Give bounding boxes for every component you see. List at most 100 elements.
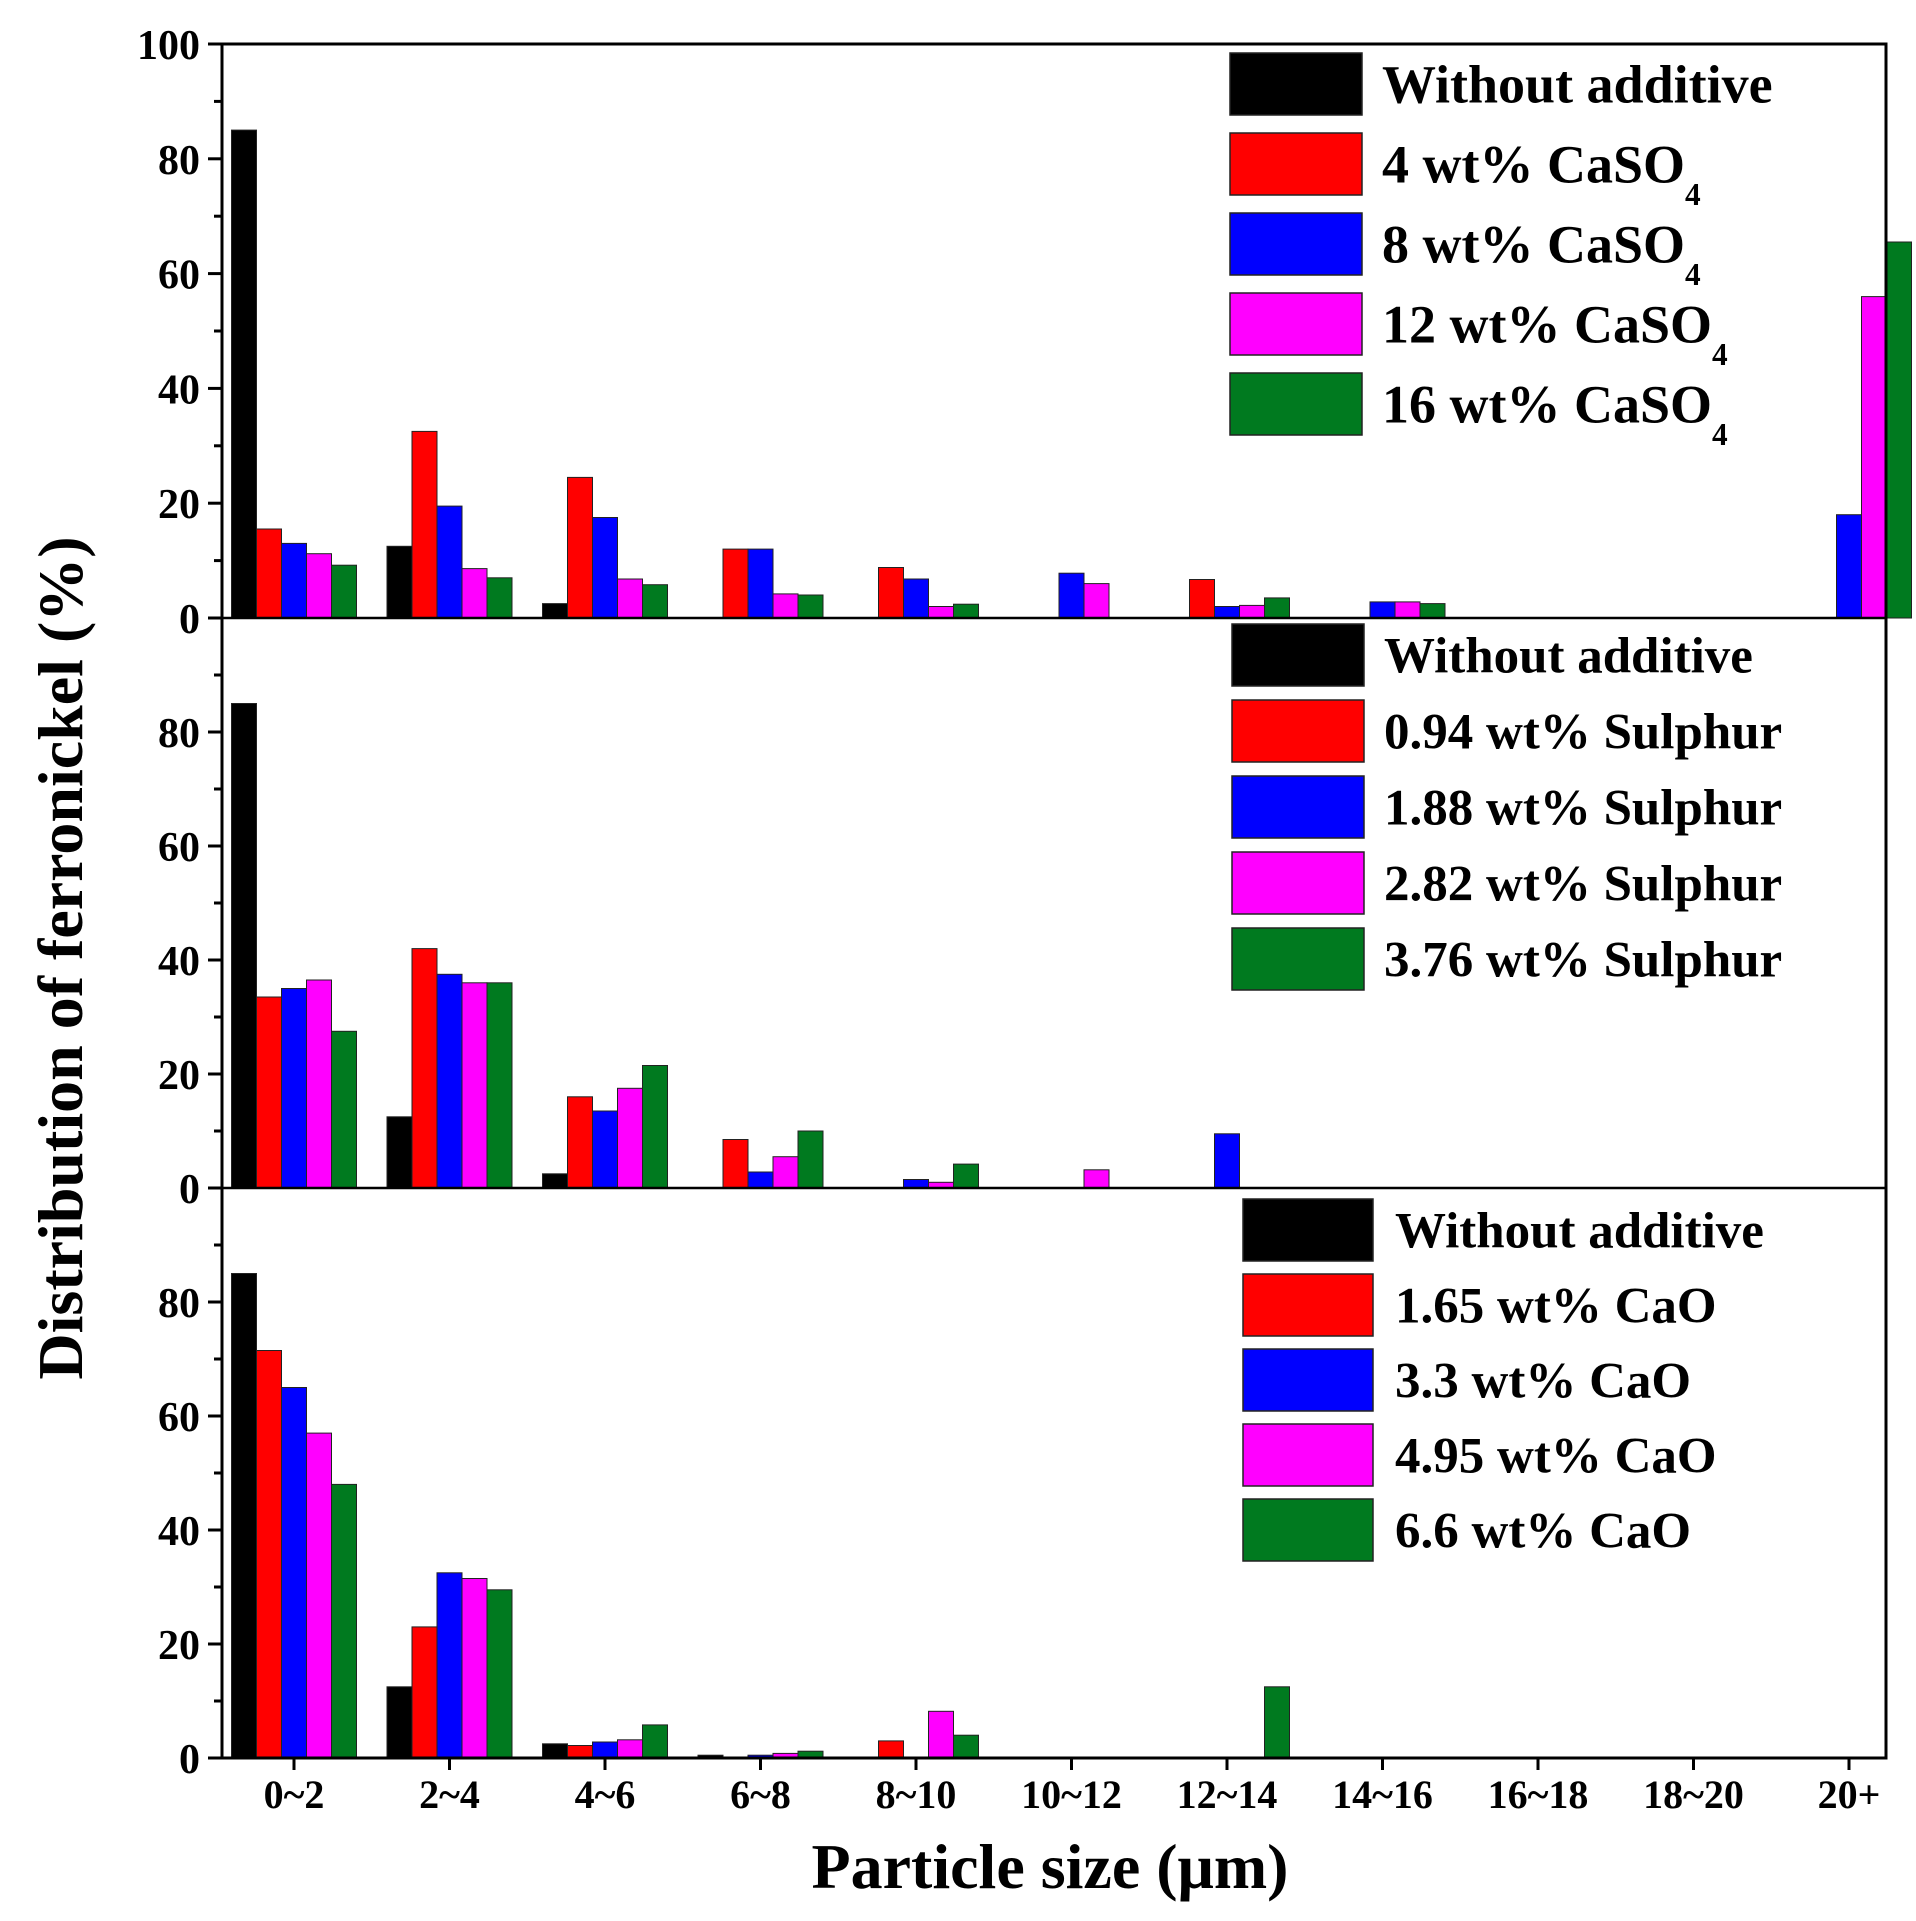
legend-swatch-sulphur-0 (1231, 623, 1365, 687)
y-tick-label-caso4-20: 20 (158, 482, 200, 528)
legend-swatch-cao-4 (1242, 1498, 1374, 1562)
bar-cao-s2-c2 (592, 1741, 618, 1759)
legend-swatch-cao-2 (1242, 1348, 1374, 1412)
bar-sulphur-s2-c1 (436, 973, 463, 1189)
legend-label-caso4-3: 12 wt% CaSO4 (1382, 294, 1728, 372)
bar-cao-s0-c2 (542, 1743, 568, 1759)
legend-label-subscript: 4 (1712, 337, 1728, 372)
x-tick-label-0: 0~2 (264, 1772, 325, 1817)
bar-caso4-s1-c4 (878, 567, 904, 619)
bar-caso4-s3-c7 (1394, 601, 1421, 619)
legend-label-main: 3.3 wt% CaO (1395, 1353, 1691, 1409)
legend-label-caso4-4: 16 wt% CaSO4 (1382, 374, 1728, 452)
bar-caso4-s2-c0 (281, 542, 307, 619)
bar-caso4-s2-c2 (592, 517, 618, 619)
legend-label-sulphur-4: 3.76 wt% Sulphur (1384, 932, 1782, 988)
bars-layer (231, 129, 1912, 1759)
bar-caso4-s0-c2 (542, 603, 568, 619)
bar-sulphur-s3-c1 (461, 982, 488, 1189)
legend-label-sulphur-2: 1.88 wt% Sulphur (1384, 780, 1782, 836)
bar-sulphur-s3-c3 (772, 1156, 799, 1189)
legend-swatch-caso4-3 (1229, 292, 1363, 356)
x-tick-label-10: 20+ (1818, 1772, 1881, 1817)
y-tick-label-caso4-40: 40 (158, 367, 200, 413)
bar-caso4-s2-c6 (1214, 606, 1240, 619)
legend-label-main: 0.94 wt% Sulphur (1384, 704, 1782, 760)
bar-caso4-s1-c0 (256, 528, 282, 619)
bar-sulphur-s1-c3 (722, 1139, 749, 1189)
bar-sulphur-s1-c1 (411, 948, 438, 1189)
legend-label-main: 12 wt% CaSO (1382, 294, 1712, 354)
y-tick-label-cao-80: 80 (158, 1281, 200, 1327)
plot-frame (220, 42, 1888, 1760)
legend-label-main: 16 wt% CaSO (1382, 374, 1712, 434)
legend-label-main: 1.88 wt% Sulphur (1384, 780, 1782, 836)
bar-caso4-s3-c1 (461, 568, 488, 619)
bar-sulphur-s2-c3 (747, 1171, 774, 1189)
legend-label-cao-4: 6.6 wt% CaO (1395, 1503, 1691, 1559)
bar-caso4-s3-c0 (306, 553, 332, 619)
bar-cao-s2-c0 (281, 1387, 307, 1759)
bar-caso4-s4-c2 (642, 584, 668, 619)
legend-label-cao-1: 1.65 wt% CaO (1395, 1278, 1717, 1334)
legend-swatch-sulphur-1 (1231, 699, 1365, 763)
bar-sulphur-s4-c0 (331, 1030, 357, 1189)
frame-layer (220, 42, 1888, 1760)
legend-label-cao-3: 4.95 wt% CaO (1395, 1428, 1717, 1484)
bar-caso4-s1-c6 (1189, 579, 1215, 619)
bar-cao-s1-c2 (567, 1745, 593, 1759)
bar-caso4-s1-c3 (722, 548, 749, 619)
bar-sulphur-s4-c2 (642, 1065, 668, 1189)
bar-sulphur-s4-c3 (797, 1130, 824, 1189)
bar-caso4-s3-c6 (1239, 604, 1265, 619)
bar-sulphur-s3-c0 (306, 979, 332, 1189)
bar-sulphur-s1-c0 (256, 996, 282, 1189)
bar-cao-s3-c4 (928, 1710, 954, 1759)
bar-cao-s4-c0 (331, 1483, 357, 1759)
bar-cao-s0-c0 (231, 1273, 257, 1759)
y-tick-label-sulphur-60: 60 (158, 825, 200, 871)
legend-swatch-sulphur-4 (1231, 927, 1365, 991)
bar-cao-s2-c1 (436, 1572, 463, 1759)
bar-caso4-s4-c0 (331, 564, 357, 619)
bar-sulphur-s0-c0 (231, 703, 257, 1189)
legend-label-main: Without additive (1384, 628, 1753, 684)
bar-caso4-s2-c1 (436, 505, 463, 619)
legend-swatch-caso4-0 (1229, 52, 1363, 116)
legend-swatch-caso4-4 (1229, 372, 1363, 436)
bar-sulphur-s4-c4 (953, 1163, 979, 1189)
bar-caso4-s3-c3 (772, 593, 799, 619)
bar-sulphur-s2-c6 (1214, 1133, 1240, 1189)
x-tick-label-2: 4~6 (575, 1772, 636, 1817)
y-tick-label-sulphur-80: 80 (158, 711, 200, 757)
y-tick-label-cao-40: 40 (158, 1509, 200, 1555)
bar-caso4-s2-c10 (1836, 514, 1862, 619)
bar-caso4-s0-c0 (231, 129, 257, 619)
y-axis-title: Distribution of ferronickel (%) (25, 536, 96, 1379)
bar-caso4-s4-c1 (486, 577, 513, 619)
y-tick-label-caso4-60: 60 (158, 253, 200, 299)
x-tick-label-4: 8~10 (876, 1772, 957, 1817)
bar-sulphur-s0-c1 (386, 1116, 413, 1189)
bar-cao-s3-c2 (617, 1739, 643, 1759)
legend-label-caso4-0: Without additive (1382, 54, 1773, 114)
bar-caso4-s2-c3 (747, 548, 774, 619)
legend-swatch-caso4-1 (1229, 132, 1363, 196)
bar-cao-s4-c4 (953, 1734, 979, 1759)
bar-caso4-s4-c7 (1419, 603, 1446, 619)
legend-label-caso4-1: 4 wt% CaSO4 (1382, 134, 1701, 212)
bar-caso4-s3-c10 (1861, 296, 1887, 619)
legend-label-cao-0: Without additive (1395, 1203, 1764, 1259)
bar-caso4-s2-c5 (1058, 572, 1085, 619)
y-tick-label-cao-0: 0 (179, 1737, 200, 1783)
bar-caso4-s1-c1 (411, 430, 438, 619)
legend-swatch-sulphur-3 (1231, 851, 1365, 915)
bar-cao-s3-c1 (461, 1578, 488, 1759)
legend-label-main: 2.82 wt% Sulphur (1384, 856, 1782, 912)
x-tick-label-3: 6~8 (730, 1772, 791, 1817)
legend-label-subscript: 4 (1685, 257, 1701, 292)
legend-label-main: 8 wt% CaSO (1382, 214, 1685, 274)
bar-sulphur-s4-c1 (486, 982, 513, 1189)
